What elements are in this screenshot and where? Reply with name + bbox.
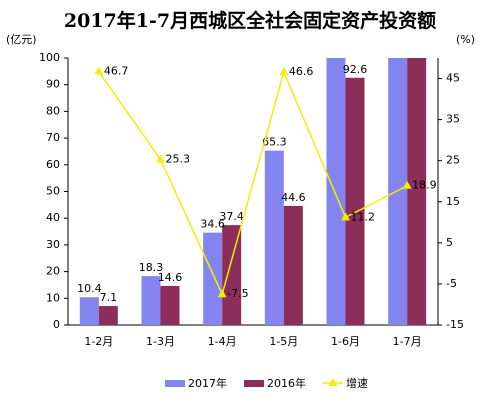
y-tick-label: 0 <box>53 318 60 331</box>
legend-label: 2016年 <box>267 376 306 390</box>
y2-tick-label: 35 <box>446 113 460 126</box>
y2-tick-label: 25 <box>446 154 460 167</box>
growth-marker <box>341 212 350 221</box>
y-tick-label: 80 <box>46 104 60 117</box>
y-tick-label: 40 <box>46 211 60 224</box>
bar-value-label: 37.4 <box>219 210 244 223</box>
x-tick-label: 1-3月 <box>146 335 175 348</box>
y-tick-label: 10 <box>46 291 60 304</box>
bar <box>98 306 118 325</box>
y-tick-label: 20 <box>46 265 60 278</box>
y2-tick-label: 15 <box>446 195 460 208</box>
y2-tick-label: 45 <box>446 72 460 85</box>
legend-swatch <box>244 380 264 387</box>
y2-tick-label: -5 <box>446 277 457 290</box>
legend-swatch <box>328 378 338 386</box>
bar <box>79 297 99 325</box>
bar-value-label: 44.6 <box>281 191 306 204</box>
line-value-label: 11.2 <box>351 210 376 223</box>
x-tick-label: 1-5月 <box>269 335 298 348</box>
x-tick-label: 1-2月 <box>84 335 113 348</box>
bar <box>407 58 427 325</box>
bar <box>264 150 284 325</box>
bar <box>222 225 242 325</box>
y-tick-label: 30 <box>46 238 60 251</box>
line-value-label: -7.5 <box>227 287 248 300</box>
growth-line <box>98 69 408 297</box>
y-axis-label: (亿元) <box>6 33 37 46</box>
bar-value-label: 34.6 <box>200 218 225 231</box>
growth-marker <box>402 180 412 189</box>
bar <box>160 286 180 325</box>
bar <box>388 58 408 325</box>
y-tick-label: 100 <box>39 51 60 64</box>
bar <box>283 205 303 325</box>
chart-title: 2017年1-7月西城区全社会固定资产投资额 <box>64 9 436 32</box>
y-tick-label: 90 <box>46 78 60 91</box>
growth-marker <box>217 289 227 298</box>
growth-marker <box>156 154 165 163</box>
bar <box>203 232 223 325</box>
line-value-label: 25.3 <box>166 152 191 165</box>
legend-swatch <box>165 380 185 387</box>
growth-marker <box>94 66 104 75</box>
growth-marker <box>279 66 289 75</box>
line-value-label: 46.6 <box>289 65 314 78</box>
x-tick-label: 1-7月 <box>393 335 422 348</box>
y2-tick-label: 5 <box>446 236 453 249</box>
x-tick-label: 1-6月 <box>331 335 360 348</box>
bar-value-label: 10.4 <box>77 282 102 295</box>
y2-axis-label: (%) <box>456 33 475 46</box>
bar-value-label: 14.6 <box>158 271 183 284</box>
bar-value-label: 65.3 <box>262 136 287 149</box>
bar <box>326 58 346 325</box>
bar-value-label: 7.1 <box>100 291 118 304</box>
bar-value-label: 18.3 <box>139 261 164 274</box>
y-tick-label: 70 <box>46 131 60 144</box>
y-tick-label: 50 <box>46 185 60 198</box>
legend-label: 2017年 <box>188 376 227 390</box>
bar-value-label: 92.6 <box>343 63 368 76</box>
plot-area <box>79 58 427 325</box>
y2-tick-label: -15 <box>446 318 464 331</box>
line-value-label: 46.7 <box>104 65 129 78</box>
bar <box>345 77 365 325</box>
x-tick-label: 1-4月 <box>208 335 237 348</box>
bar <box>141 276 161 325</box>
y-tick-label: 60 <box>46 158 60 171</box>
legend-label: 增速 <box>346 376 368 390</box>
line-value-label: 18.9 <box>412 179 437 192</box>
